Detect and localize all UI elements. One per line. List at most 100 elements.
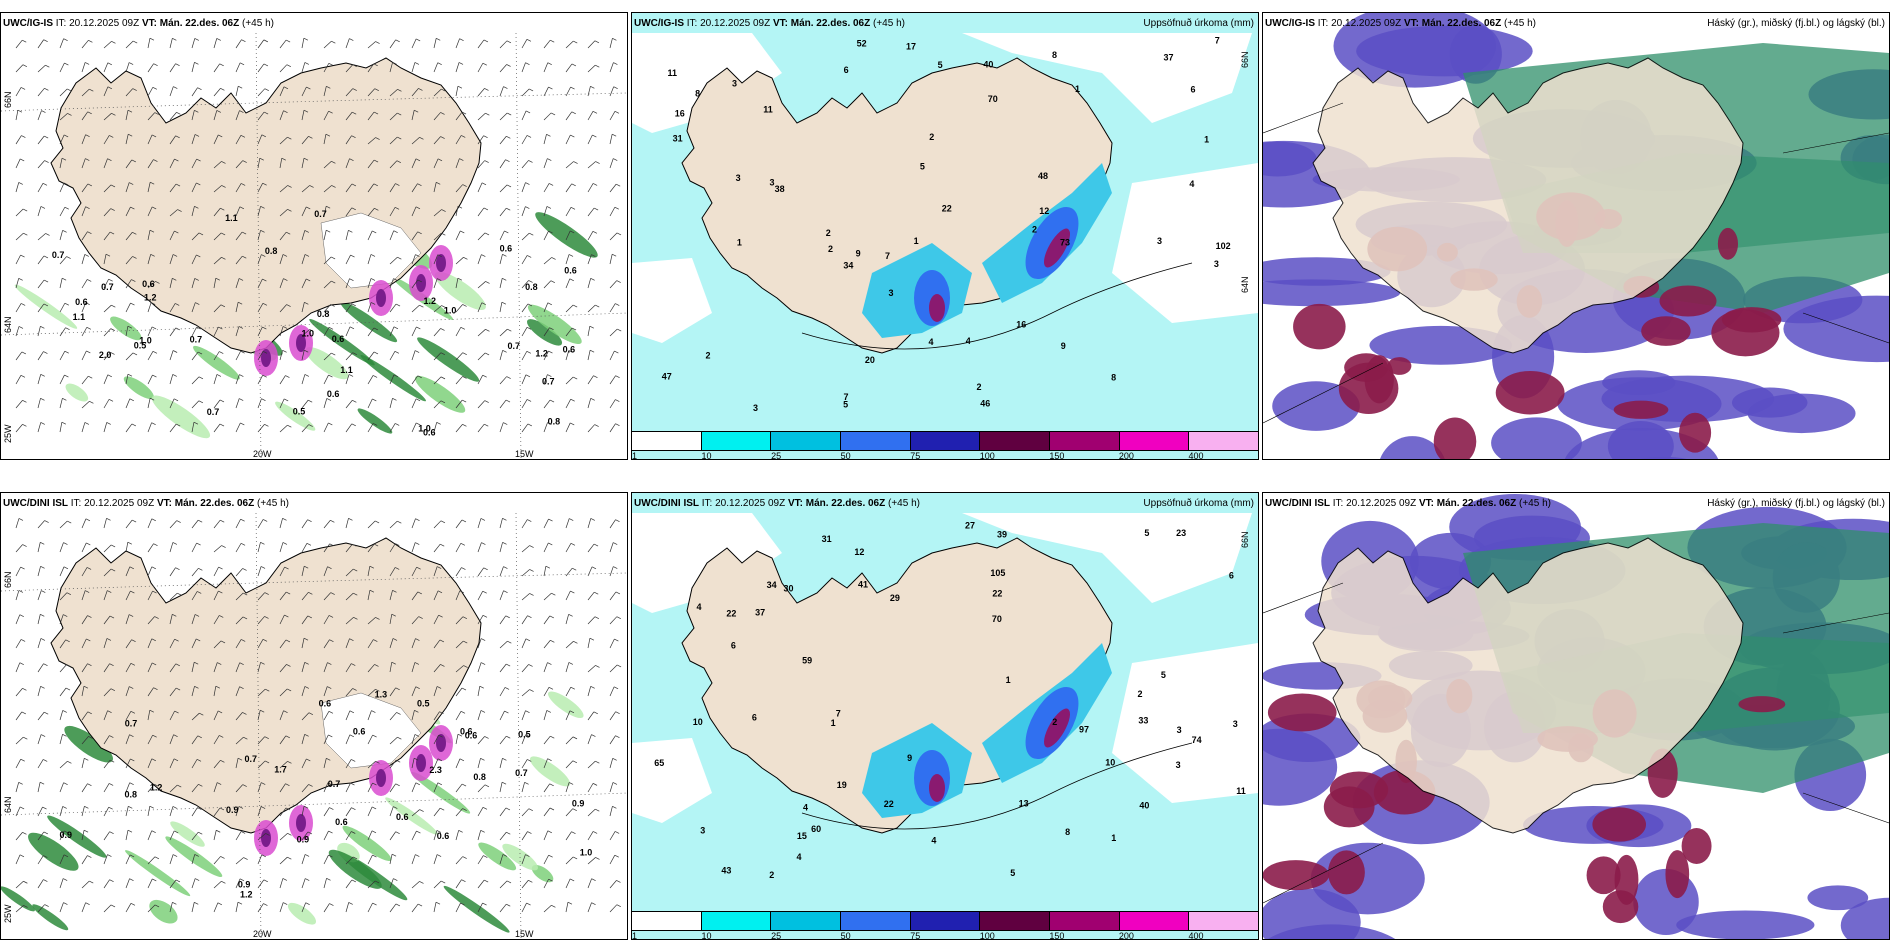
value-label: 10 <box>1105 758 1115 768</box>
value-label: 33 <box>1138 715 1148 725</box>
value-label: 0.6 <box>335 817 348 827</box>
value-label: 1 <box>831 718 836 728</box>
value-label: 20 <box>865 355 875 365</box>
lon-label: 25W <box>3 904 13 923</box>
value-label: 16 <box>675 109 685 119</box>
value-label: 70 <box>992 614 1002 624</box>
value-label: 11 <box>763 104 773 114</box>
panel-ig-precip: 3 2 3 2 1 2 3 2 1 4 4 3 3 16 38 48 37 22 52 46 34 20 47 16 31 70 1… <box>631 12 1259 460</box>
lat-label: 66N <box>1240 51 1250 68</box>
value-label: 11 <box>668 68 678 78</box>
value-label: 12 <box>1039 206 1049 216</box>
value-label: 1 <box>914 236 919 246</box>
map-canvas <box>1263 493 1889 939</box>
value-label: 0.5 <box>134 341 147 351</box>
value-label: 22 <box>884 799 894 809</box>
legend-tick: 10 <box>701 451 712 460</box>
value-label: 0.7 <box>515 768 528 778</box>
legend-swatch <box>980 432 1051 450</box>
value-label: 5 <box>1161 670 1166 680</box>
legend-swatch <box>841 912 911 930</box>
vt-value: Mán. 22.des. 06Z <box>1436 498 1517 509</box>
value-label: 0.6 <box>75 297 88 307</box>
model-label: UWC/IG-IS <box>634 18 684 29</box>
value-label: 3 <box>888 288 893 298</box>
legend-swatch <box>771 912 842 930</box>
value-label: 1.1 <box>225 213 238 223</box>
value-label: 29 <box>890 593 900 603</box>
lead-time: (+45 h) <box>888 498 920 509</box>
iceland-land <box>1312 537 1744 834</box>
legend-tick: 400 <box>1188 931 1204 940</box>
legend-swatch <box>1050 912 1120 930</box>
legend-swatch <box>1119 912 1190 930</box>
vt-value: Mán. 22.des. 06Z <box>159 18 240 29</box>
value-label: 46 <box>980 399 990 409</box>
value-label: 5 <box>920 162 925 172</box>
map-canvas: 0.70.70.60.80.81.00.61.0 0.60.50.71.21.00… <box>1 13 627 459</box>
legend-swatch <box>980 912 1051 930</box>
value-label: 43 <box>721 866 731 876</box>
value-label: 4 <box>1189 179 1194 189</box>
map-canvas <box>1263 13 1889 459</box>
value-label: 2.3 <box>429 765 442 775</box>
value-label: 3 <box>736 173 741 183</box>
value-label: 4 <box>966 336 971 346</box>
value-label: 4 <box>931 835 936 845</box>
value-label: 3 <box>1233 719 1238 729</box>
value-label: 5 <box>1144 528 1149 538</box>
value-label: 6 <box>752 713 757 723</box>
lat-label: 66N <box>1240 531 1250 548</box>
value-label: 0.6 <box>465 731 478 741</box>
value-label: 6 <box>731 641 736 651</box>
value-label: 0.6 <box>564 265 577 275</box>
legend-tick: 100 <box>979 451 995 460</box>
value-label: 0.6 <box>327 389 340 399</box>
it-value: 20.12.2025 09Z <box>1346 498 1417 509</box>
value-label: 0.6 <box>396 812 409 822</box>
model-label: UWC/IG-IS <box>1265 18 1315 29</box>
value-label: 16 <box>1016 320 1026 330</box>
it-value: 20.12.2025 09Z <box>69 18 140 29</box>
legend-swatch <box>632 432 702 450</box>
lead-time: (+45 h) <box>242 18 274 29</box>
value-label: 23 <box>1176 528 1186 538</box>
vt-label: VT: <box>772 18 788 29</box>
value-label: 0.6 <box>142 279 155 289</box>
legend-swatch <box>841 432 911 450</box>
value-label: 41 <box>858 580 868 590</box>
value-label: 1 <box>1204 135 1209 145</box>
vt-label: VT: <box>1403 18 1419 29</box>
precip-legend: 1 10 25 50 75 100 150 200 400 <box>632 911 1258 939</box>
lat-label: 64N <box>1240 276 1250 293</box>
value-label: 0.7 <box>314 209 327 219</box>
lat-label: 64N <box>3 316 13 333</box>
value-label: 0.6 <box>353 727 366 737</box>
value-label: 3 <box>732 79 737 89</box>
legend-tick: 150 <box>1049 451 1065 460</box>
value-label: 10 <box>693 717 703 727</box>
value-label: 17 <box>906 41 916 51</box>
panel-title: UWC/IG-IS IT: 20.12.2025 09Z VT: Mán. 22… <box>634 18 905 29</box>
value-label: 3 <box>700 825 705 835</box>
value-label: 0.9 <box>60 830 73 840</box>
value-label: 1 <box>1111 833 1116 843</box>
legend-tick: 200 <box>1118 451 1134 460</box>
value-label: 6 <box>1229 571 1234 581</box>
panel-title: UWC/IG-IS IT: 20.12.2025 09Z VT: Mán. 22… <box>3 18 274 29</box>
value-label: 2 <box>769 870 774 880</box>
value-label: 1.2 <box>240 890 253 900</box>
value-label: 65 <box>654 758 664 768</box>
value-label: 1.1 <box>73 312 86 322</box>
value-label: 0.8 <box>548 417 561 427</box>
value-label: 39 <box>997 529 1007 539</box>
value-label: 3 <box>1214 259 1219 269</box>
legend-tick: 150 <box>1049 931 1065 940</box>
value-label: 7 <box>836 708 841 718</box>
it-label: IT: <box>70 498 82 509</box>
value-label: 37 <box>755 607 765 617</box>
panel-title: UWC/DINI ISL IT: 20.12.2025 09Z VT: Mán.… <box>3 498 289 509</box>
legend-swatch <box>701 432 772 450</box>
panel-title: UWC/IG-IS IT: 20.12.2025 09Z VT: Mán. 22… <box>1265 18 1536 29</box>
value-label: 12 <box>854 547 864 557</box>
